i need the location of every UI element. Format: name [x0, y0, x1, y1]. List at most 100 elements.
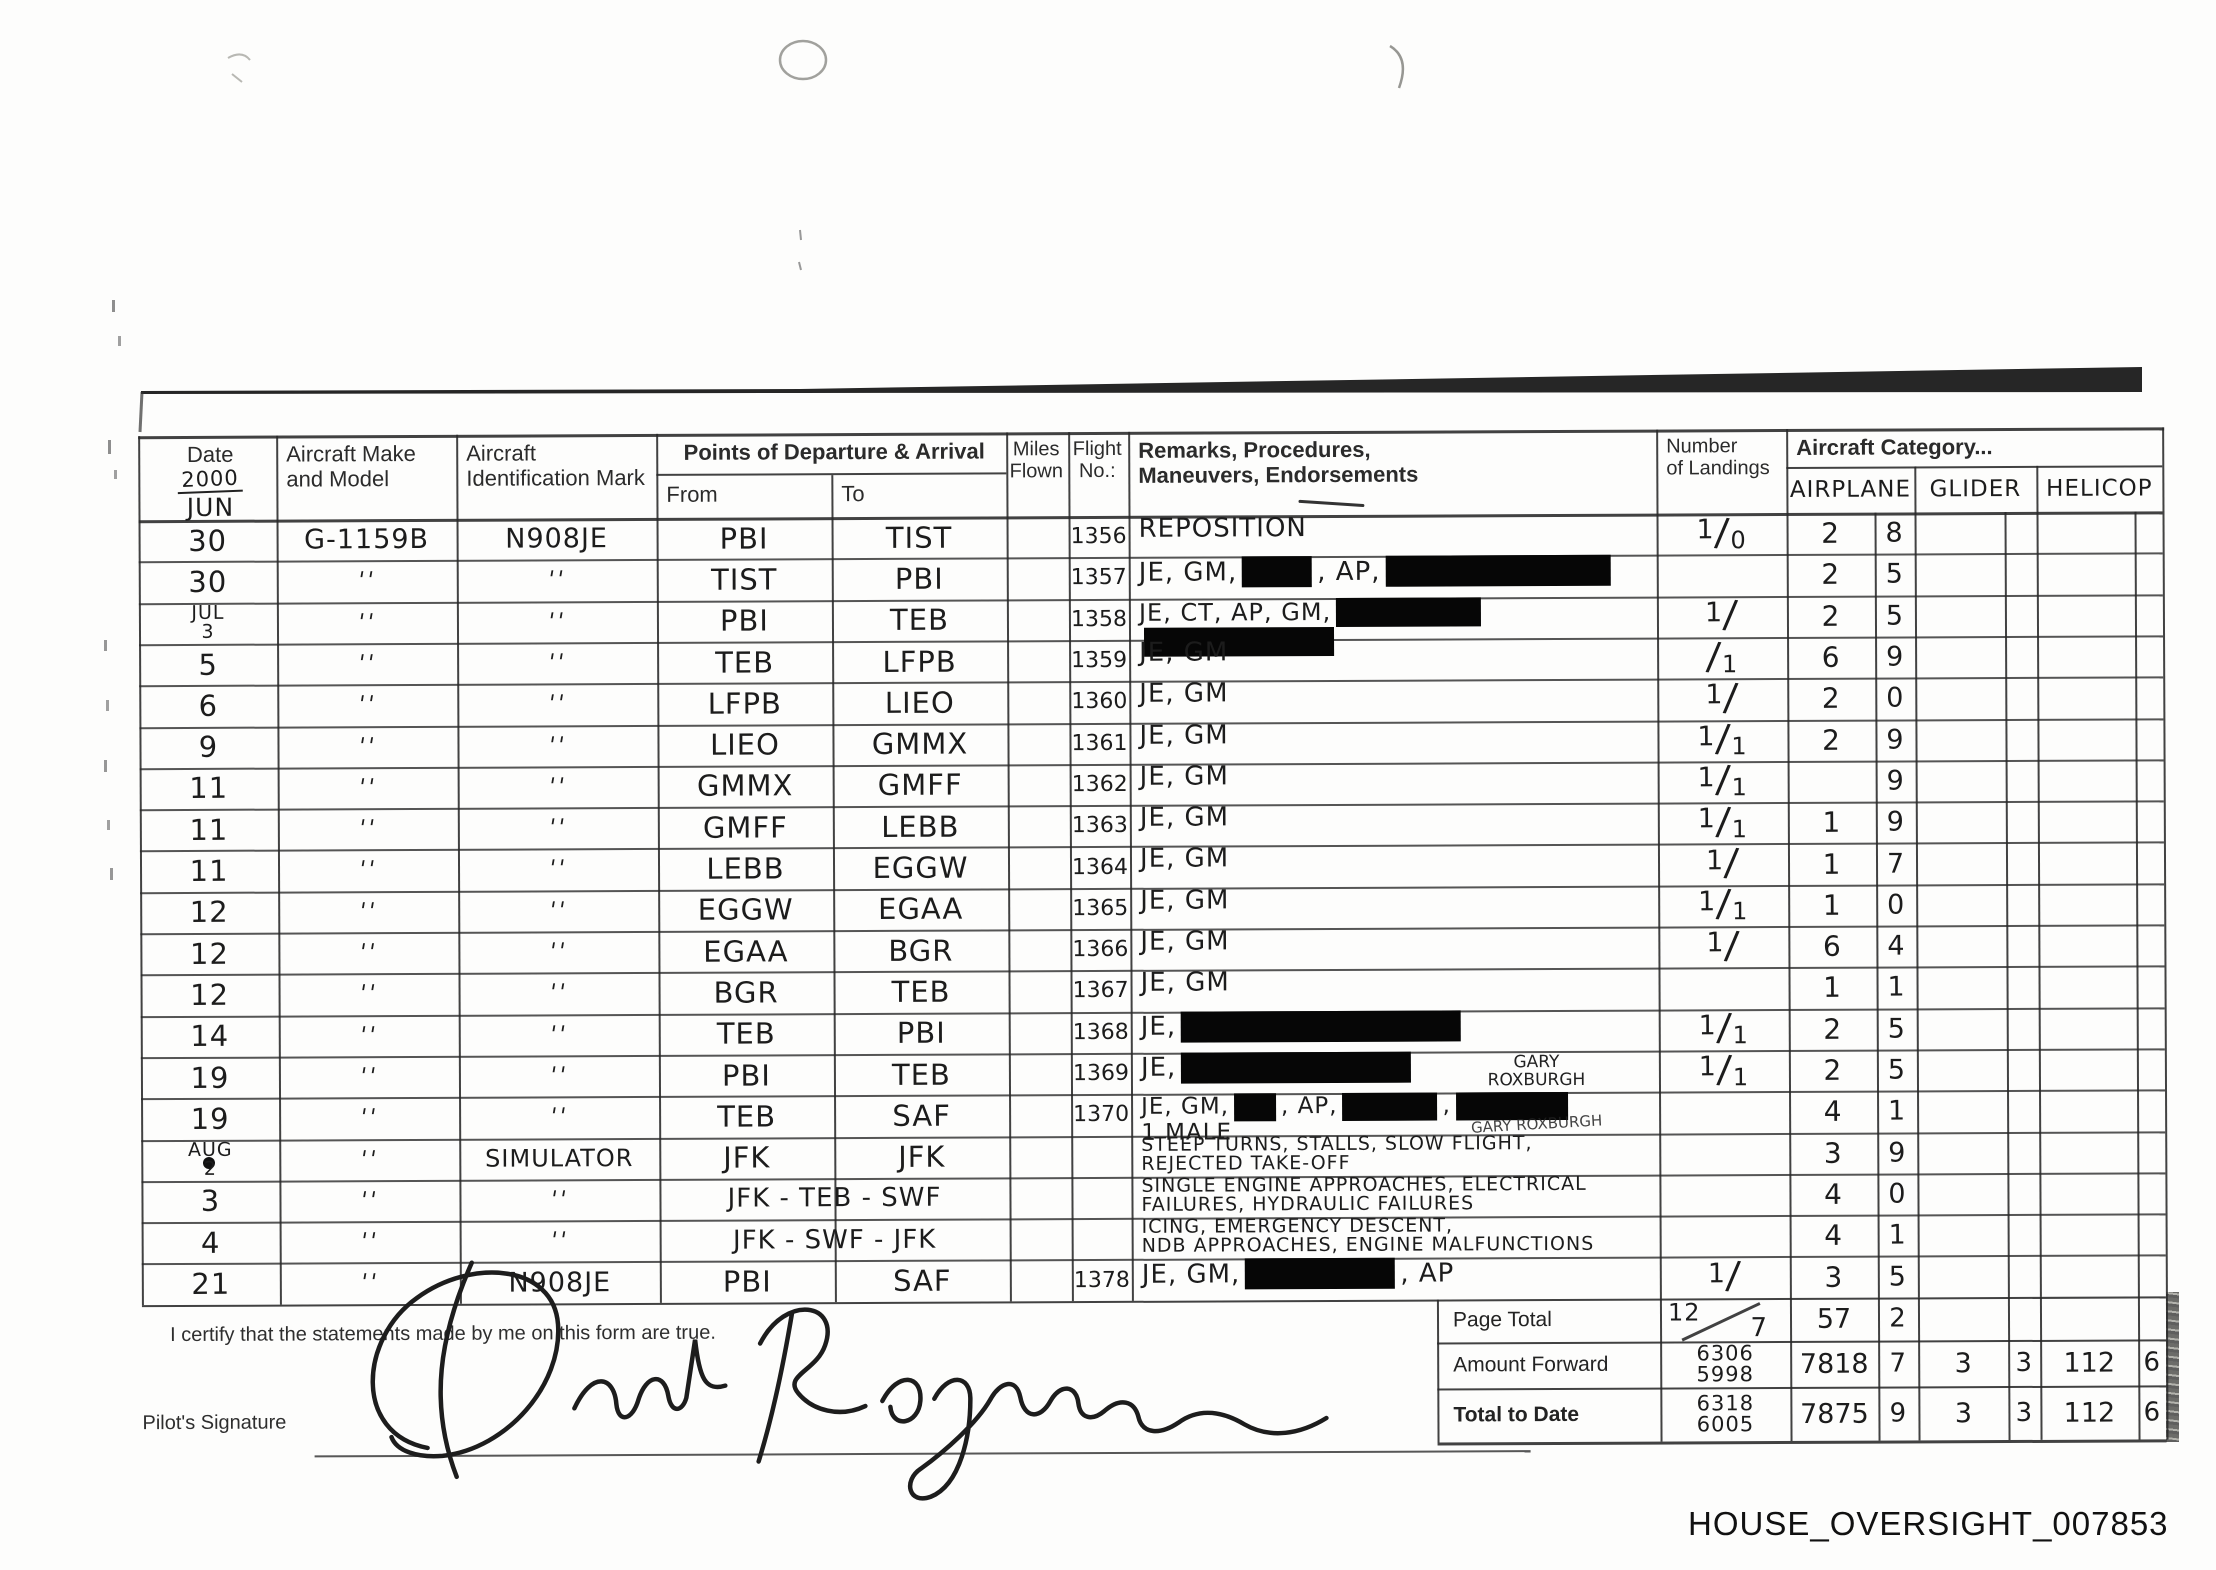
log-cell-landings: 1/1 [1659, 1046, 1789, 1092]
log-cell-category-hours [1915, 553, 2005, 595]
log-cell-category-hours [2037, 553, 2135, 595]
summary-category-tenths: 7 [1889, 1348, 1908, 1379]
ident-header-line2: Identification Mark [466, 464, 645, 491]
log-cell-category-tenths [2007, 1131, 2039, 1172]
log-cell-category-hours: 2 [1823, 1053, 1843, 1087]
log-cell-to: PBI [894, 561, 944, 596]
log-cell-category-hours: 4 [1823, 1095, 1843, 1129]
log-cell-to: GMFF [877, 768, 963, 803]
log-cell-landings: 1/ [1658, 840, 1788, 885]
log-cell-category-tenths [2138, 1255, 2166, 1296]
summary-category-hours: 3 [1954, 1397, 1973, 1429]
log-cell-remarks: JE, CT, AP, GM, [1129, 596, 1657, 657]
log-cell-category-hours: 2 [1821, 599, 1841, 633]
log-cell-category-hours: 6 [1821, 640, 1841, 674]
log-cell-to: EGAA [877, 891, 964, 927]
col-header-date: Date 2000 JUN [138, 436, 276, 522]
remarks-text: JE, GM [1140, 967, 1230, 999]
log-cell-flight-no: 1366 [1072, 937, 1129, 963]
log-cell-category-hours [1917, 1132, 2007, 1174]
log-cell-landings: 1/1 [1658, 881, 1788, 927]
log-cell-make: '' [358, 1146, 381, 1172]
log-cell-category-hours [1914, 512, 2004, 554]
log-cell-landings: 1/1 [1659, 1005, 1789, 1051]
log-cell-make: '' [356, 733, 379, 759]
landing-slash: / [1715, 881, 1734, 927]
summary-category-hours: 7818 [1799, 1348, 1869, 1380]
log-cell-category-tenths [2137, 1048, 2165, 1089]
log-cell-category-hours [2037, 635, 2135, 677]
summary-category-tenths: 6 [2143, 1347, 2162, 1378]
category-airplane-label: AIRPLANE [1789, 476, 1912, 503]
log-cell-flight-no: 1367 [1072, 978, 1129, 1004]
landing-count: 1 [1732, 1062, 1750, 1091]
col-header-landings: Number of Landings [1656, 429, 1786, 514]
log-cell-remarks: JE, GM [1129, 637, 1657, 681]
log-cell-remarks: JE, GM [1129, 679, 1657, 723]
summary-label-amount_forward: Amount Forward [1453, 1352, 1609, 1377]
landing-count: 12 [1667, 1298, 1701, 1327]
margin-mark [118, 336, 121, 346]
remarks-text: JE, GM [1139, 637, 1229, 668]
log-cell-date: 11 [189, 771, 229, 806]
summary-category-hours: 57 [1816, 1303, 1852, 1335]
log-cell-category-tenths: 4 [1887, 930, 1906, 962]
log-cell-category-hours [2037, 594, 2135, 636]
scan-edge-strip [2166, 1292, 2179, 1442]
log-cell-category-hours [2038, 924, 2136, 966]
log-cell-category-hours: 3 [1823, 1136, 1843, 1170]
landing-count: 1 [1704, 597, 1724, 629]
log-cell-category-tenths: 1 [1887, 1095, 1907, 1127]
log-cell-category-hours [2040, 1214, 2138, 1256]
log-cell-date: 3 [200, 1184, 221, 1219]
log-cell-flight-no: 1363 [1071, 813, 1128, 839]
log-cell-flight-no: 1358 [1070, 606, 1128, 632]
landing-count: 1 [1698, 1051, 1718, 1083]
landing-count: 1 [1707, 1257, 1727, 1289]
log-cell-category-hours: 4 [1823, 1177, 1843, 1211]
log-cell-category-tenths [2008, 1214, 2040, 1255]
remarks-text: JE, GM [1139, 802, 1230, 833]
remarks-text: JE, GM [1140, 885, 1230, 916]
log-cell-category-hours [1918, 1255, 2008, 1297]
log-cell-date: 30 [188, 564, 228, 599]
remarks-text: REPOSITION [1138, 513, 1307, 544]
log-cell-category-hours [2038, 883, 2136, 925]
summary-label-total_to_date: Total to Date [1453, 1402, 1580, 1427]
pilot-signature-label: Pilot's Signature [142, 1411, 287, 1435]
log-cell-category-tenths [2136, 842, 2164, 883]
log-cell-category-hours: 1 [1822, 888, 1842, 922]
log-cell-category-hours: 1 [1822, 805, 1842, 840]
remarks-line: JE, GM, , AP, [1139, 555, 1616, 588]
log-cell-landings [1658, 967, 1788, 1009]
log-cell-date: 4 [200, 1225, 221, 1260]
log-cell-category-tenths [2005, 636, 2037, 677]
log-cell-flight-no [1071, 1177, 1131, 1219]
log-cell-date: 5 [198, 647, 218, 682]
log-cell-from: BGR [713, 975, 779, 1010]
log-cell-flight-no: 1369 [1072, 1060, 1129, 1087]
remarks-text: , AP, [1317, 556, 1381, 587]
col-header-flight: Flight No.: [1068, 432, 1128, 516]
category-glider-label: GLIDER [1929, 475, 2022, 503]
log-cell-date: 12 [190, 977, 230, 1012]
redaction-bar [1181, 1010, 1462, 1043]
log-cell-remarks: JE, [1131, 1009, 1659, 1053]
log-cell-landings [1657, 554, 1787, 596]
summary-category-tenths: 3 [2015, 1397, 2034, 1429]
log-cell-category-tenths [2138, 1213, 2166, 1254]
log-cell-category-tenths [2134, 511, 2162, 552]
landing-count: 1 [1698, 1010, 1717, 1042]
landing-totals: 6318 6005 [1696, 1391, 1755, 1437]
log-cell-category-tenths [2137, 1007, 2165, 1048]
to-header-label: To [841, 481, 865, 507]
log-cell-category-hours [1915, 719, 2005, 761]
log-cell-category-hours [2039, 1131, 2137, 1173]
log-cell-category-hours: 1 [1823, 971, 1843, 1005]
log-cell-from: PBI [721, 1057, 771, 1093]
log-cell-category-tenths: 7 [1886, 848, 1906, 880]
log-cell-landings: 1/0 [1656, 509, 1786, 555]
landing-count: 1 [1721, 649, 1739, 678]
summary-category-tenths: 3 [2015, 1347, 2034, 1379]
